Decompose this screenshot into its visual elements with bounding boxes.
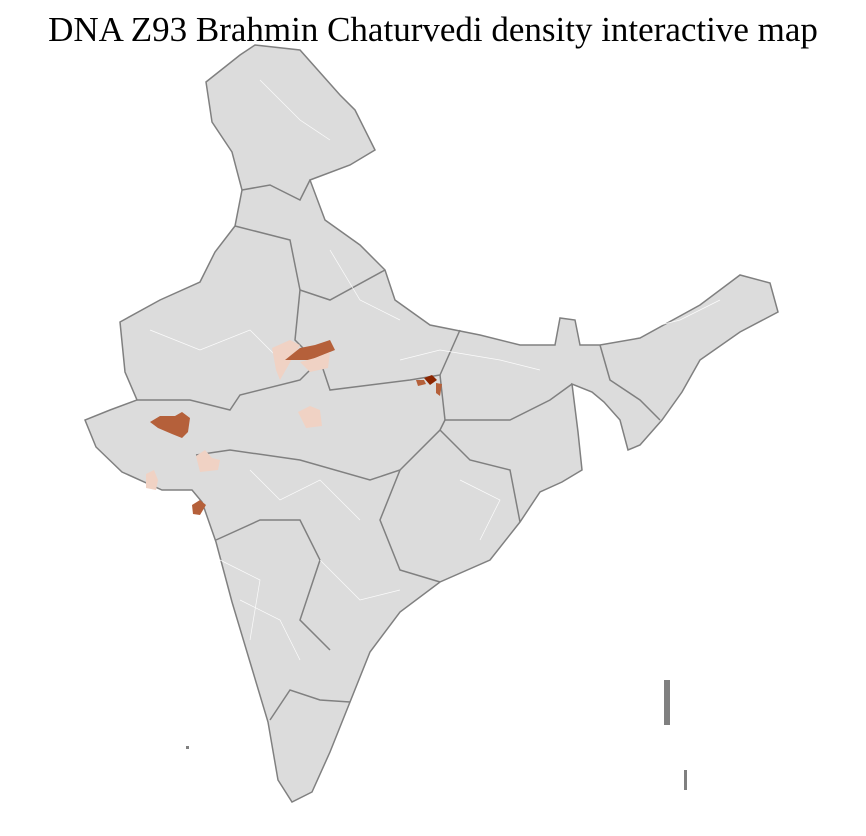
lakshadweep-islands[interactable] bbox=[186, 746, 189, 749]
islands bbox=[186, 680, 687, 790]
region-saurashtra-low[interactable] bbox=[146, 470, 158, 490]
region-mp-north-low[interactable] bbox=[298, 406, 322, 428]
region-bihar-mid-2[interactable] bbox=[436, 383, 442, 396]
region-up-low[interactable] bbox=[300, 352, 330, 372]
andaman-islands[interactable] bbox=[664, 680, 670, 725]
map-title: DNA Z93 Brahmin Chaturvedi density inter… bbox=[48, 10, 818, 49]
region-bihar-high[interactable] bbox=[424, 375, 437, 385]
density-regions bbox=[146, 340, 442, 515]
india-landmass[interactable] bbox=[84, 44, 779, 803]
region-gujarat-south-mid[interactable] bbox=[192, 500, 206, 515]
region-gujarat-north-mid[interactable] bbox=[150, 412, 190, 438]
region-bihar-mid[interactable] bbox=[416, 380, 426, 386]
district-borders bbox=[149, 79, 721, 661]
nicobar-islands[interactable] bbox=[684, 770, 687, 790]
region-gujarat-central-low[interactable] bbox=[196, 450, 220, 472]
